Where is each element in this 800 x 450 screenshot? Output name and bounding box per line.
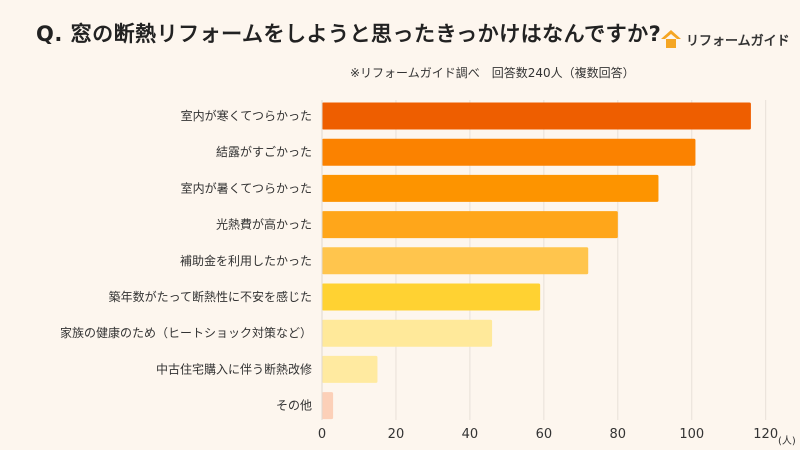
x-unit-label: (人) (778, 435, 796, 447)
x-tick-label: 20 (388, 427, 405, 442)
x-tick-label: 0 (318, 427, 326, 442)
category-label: 中古住宅購入に伴う断熱改修 (156, 361, 312, 376)
bar (322, 211, 618, 239)
logo: リフォームガイド (660, 28, 790, 50)
bar (322, 102, 751, 130)
house-icon (661, 30, 681, 48)
category-label: 光熱費が高かった (216, 217, 312, 232)
logo-text: リフォームガイド (686, 33, 790, 49)
category-label: 家族の健康のため（ヒートショック対策など） (60, 325, 312, 340)
x-tick-label: 100 (679, 427, 704, 442)
bar (322, 355, 378, 383)
x-tick-label: 80 (610, 427, 627, 442)
source-note: ※リフォームガイド調べ 回答数240人（複数回答） (350, 66, 635, 80)
bar (322, 138, 696, 166)
category-label: 築年数がたって断熱性に不安を感じた (109, 289, 312, 304)
category-label: その他 (276, 399, 312, 413)
chart-title: Q. 窓の断熱リフォームをしようと思ったきっかけはなんですか? (36, 22, 662, 46)
x-tick-label: 40 (462, 427, 479, 442)
category-label: 補助金を利用したかった (180, 253, 312, 268)
category-label: 室内が寒くてつらかった (181, 108, 312, 123)
bar (322, 283, 541, 311)
bar (322, 247, 589, 275)
category-label: 室内が暑くてつらかった (181, 180, 312, 195)
bar (322, 392, 334, 420)
bar (322, 319, 493, 347)
x-tick-label: 120 (753, 427, 778, 442)
category-label: 結露がすごかった (216, 144, 312, 159)
bar (322, 174, 659, 202)
x-tick-label: 60 (536, 427, 553, 442)
